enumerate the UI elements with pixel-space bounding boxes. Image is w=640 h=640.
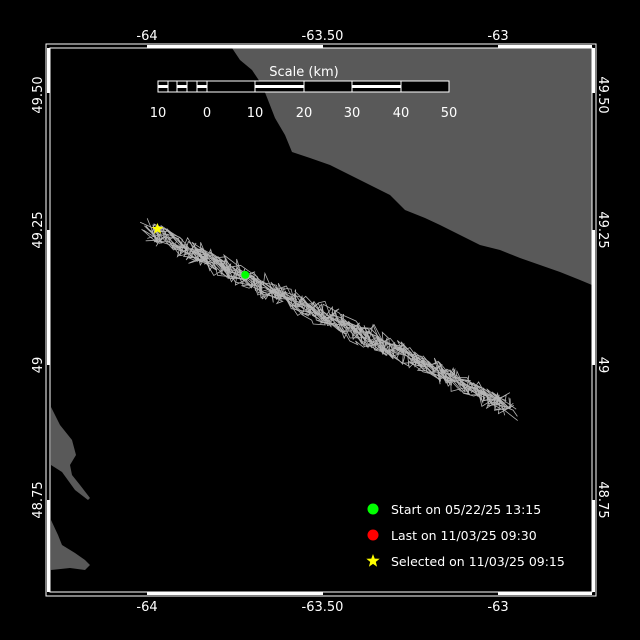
- frame-bar: [498, 592, 592, 595]
- scale-bar-segment: [177, 85, 187, 88]
- scale-bar-label: 30: [344, 106, 361, 121]
- start-marker[interactable]: [241, 270, 250, 279]
- frame-bar: [47, 230, 50, 365]
- lat-label-right: 49: [595, 357, 610, 374]
- track-line: [141, 228, 507, 407]
- track-line: [152, 223, 501, 404]
- lat-label-left: 49.25: [31, 211, 46, 248]
- scale-bar-title: Scale (km): [269, 65, 338, 80]
- lat-label-left: 49.50: [31, 76, 46, 113]
- scale-bar: Scale (km) 10 0 10 20 30 40 50: [150, 65, 458, 121]
- legend-selected-label: Selected on 11/03/25 09:15: [391, 554, 565, 569]
- frame-bar: [47, 500, 50, 592]
- frame-bar: [592, 48, 595, 93]
- frame-bar: [47, 48, 50, 93]
- legend-last-icon: [367, 529, 379, 541]
- scale-bar-label: 10: [247, 106, 264, 121]
- frame-bar: [592, 230, 595, 365]
- land-north-shore: [232, 48, 592, 285]
- frame-bar: [592, 500, 595, 592]
- lon-label-bottom: -63: [487, 600, 508, 615]
- frame-bar: [498, 45, 592, 48]
- legend-last-label: Last on 11/03/25 09:30: [391, 528, 537, 543]
- lat-label-left: 48.75: [31, 481, 46, 518]
- scale-bar-label: 20: [296, 106, 313, 121]
- land-southwest-2: [51, 520, 90, 570]
- track-line: [153, 235, 511, 410]
- track-line: [153, 228, 518, 421]
- frame-outer: [45, 43, 597, 597]
- axis-labels: -64 -64 -63.50 -63.50 -63 -63 49.50 49.50 49.25 4…: [31, 29, 610, 615]
- land: [51, 48, 592, 570]
- scale-bar-segment: [158, 85, 168, 88]
- selected-star-marker[interactable]: [151, 222, 164, 234]
- legend: Start on 05/22/25 13:15 Last on 11/03/25…: [366, 502, 565, 569]
- lon-label-top: -63.50: [302, 29, 344, 44]
- legend-start-icon: [367, 503, 379, 515]
- lon-label-bottom: -63.50: [302, 600, 344, 615]
- track-line: [145, 225, 511, 408]
- markers: [151, 222, 250, 279]
- lat-label-left: 49: [31, 357, 46, 374]
- scale-bar-label: 50: [441, 106, 458, 121]
- track-line: [154, 226, 506, 416]
- lat-label-right: 49.25: [595, 211, 610, 248]
- legend-start-label: Start on 05/22/25 13:15: [391, 502, 541, 517]
- lon-label-bottom: -64: [136, 600, 157, 615]
- frame-bar: [147, 592, 323, 595]
- land-southwest-1: [51, 407, 90, 500]
- scale-bar-label: 40: [393, 106, 410, 121]
- track-line: [151, 224, 514, 415]
- lon-label-top: -63: [487, 29, 508, 44]
- scale-bar-label: 0: [203, 106, 211, 121]
- lon-label-top: -64: [136, 29, 157, 44]
- map-frame: [45, 43, 597, 597]
- track-lines: [139, 218, 518, 421]
- scale-bar-segment: [352, 85, 401, 88]
- scale-bar-label: 10: [150, 106, 167, 121]
- legend-selected-star-icon: [366, 554, 380, 567]
- lat-label-right: 49.50: [595, 76, 610, 113]
- scale-bar-segment: [197, 85, 207, 88]
- frame-bar: [147, 45, 323, 48]
- lat-label-right: 48.75: [595, 481, 610, 518]
- scale-bar-segment: [255, 85, 304, 88]
